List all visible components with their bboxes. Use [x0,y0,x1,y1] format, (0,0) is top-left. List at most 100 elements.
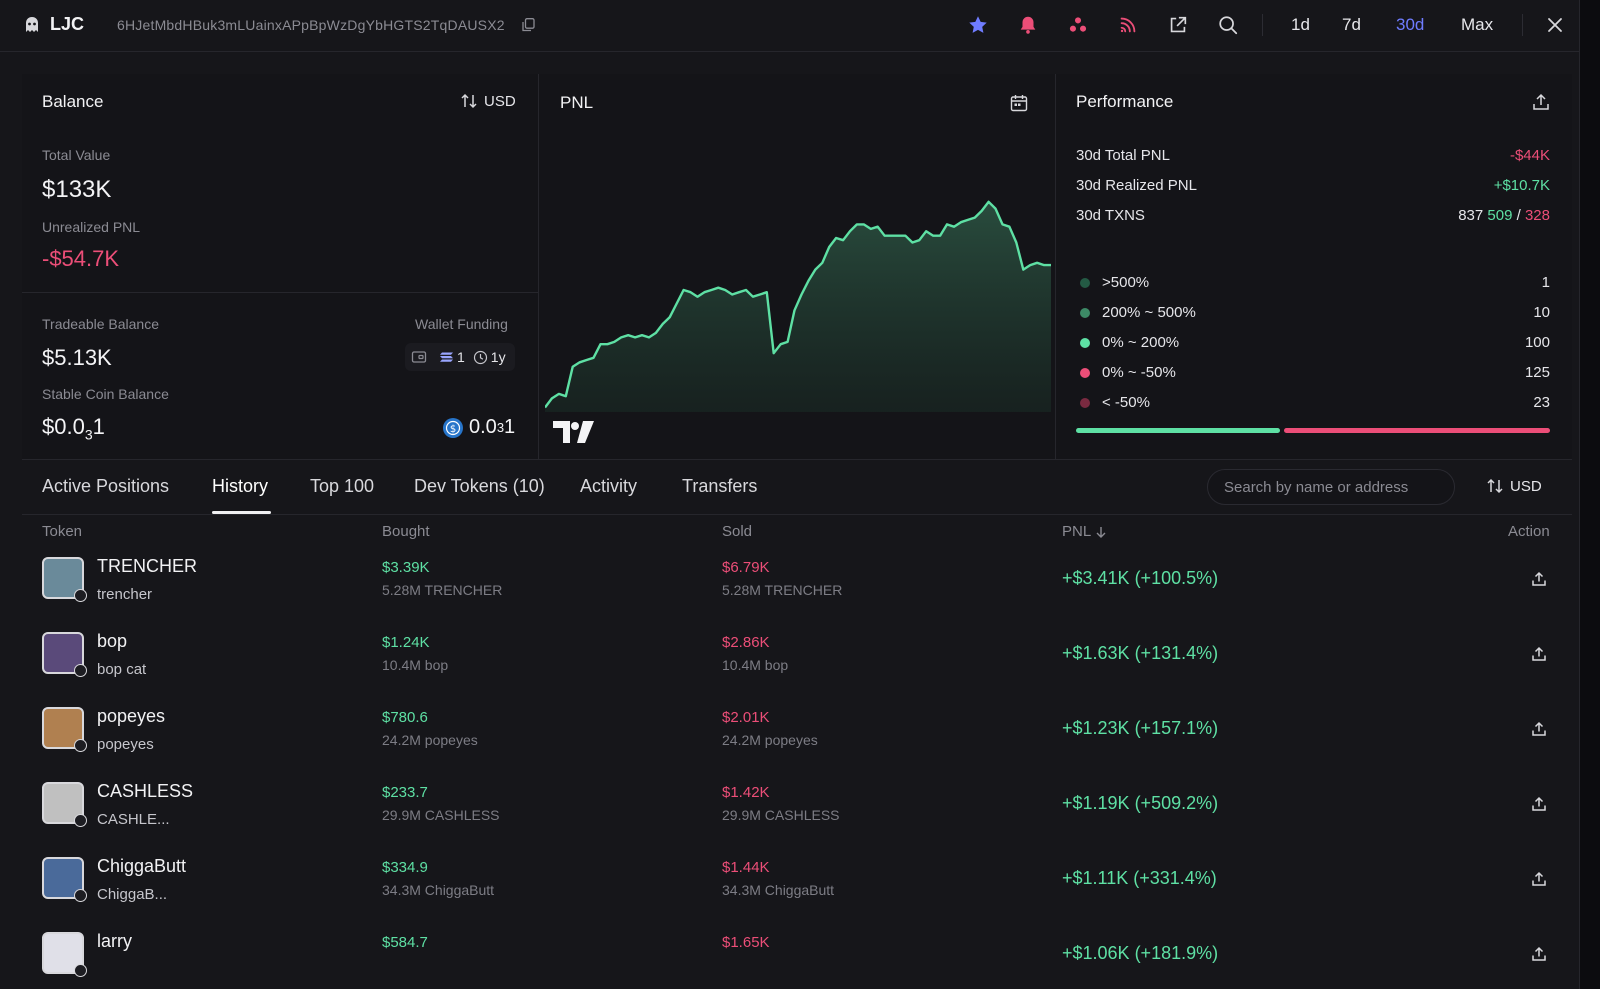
wallet-funding[interactable]: 1 1y [405,343,515,371]
divider [1262,14,1263,36]
bell-icon[interactable] [1017,14,1039,36]
divider [22,459,1572,460]
loss-bar [1283,428,1550,433]
range-1d[interactable]: 1d [1291,15,1310,34]
bought-usd: $3.39K [382,559,430,576]
pnl-bucket-row: < -50% 23 [1080,394,1550,411]
txns-sell: 328 [1524,207,1550,224]
token-symbol: bop [97,631,128,651]
usdc-tail: 1 [504,416,516,438]
sold-amount: 24.2M popeyes [722,732,818,748]
stable-main: $0.0 [42,414,85,439]
pnl-value: +$1.19K (+509.2%) [1062,793,1219,813]
token-badge-icon [74,889,87,902]
pnl-bucket-label-wrap: >500% [1080,274,1149,291]
token-symbol: TRENCHER [97,556,198,576]
token-symbol: larry [97,931,132,951]
rss-feed-icon[interactable] [1117,14,1139,36]
sold-usd: $2.86K [722,634,770,651]
table-row[interactable]: ChiggaButt ChiggaB... $334.9 34.3M ChiggaBu… [22,841,1572,915]
share-icon[interactable] [1531,796,1547,812]
divider [538,74,539,459]
token-symbol: CASHLESS [97,781,194,801]
bucket-dot [1080,337,1090,348]
pnl-line [545,200,1051,409]
token-image [42,857,84,899]
share-icon[interactable] [1531,646,1547,662]
table-row[interactable]: bop bop cat $1.24K 10.4M bop $2.86K 10.4M bop… [22,616,1572,690]
bucket-dot [1080,277,1090,288]
bought-amount: 24.2M popeyes [382,732,478,748]
group-icon[interactable] [1067,14,1089,36]
share-icon[interactable] [1531,721,1547,737]
stable-sub: 3 [84,426,93,443]
bucket-label: 200% ~ 500% [1102,304,1196,321]
bought-usd: $780.6 [382,709,428,726]
divider [22,292,538,293]
sold-amount: 10.4M bop [722,657,789,673]
tab-history[interactable]: History [212,476,269,496]
col-token: Token [42,523,83,540]
pnl-bucket-row: 200% ~ 500% 10 [1080,304,1550,321]
token-name: CASHLE... [97,811,170,828]
pnl-bucket-row: 0% ~ -50% 125 [1080,364,1550,381]
txns-buy: 509 [1487,207,1513,224]
close-icon[interactable] [1546,16,1564,34]
tradeable-value: $5.13K [42,345,112,370]
pnl-area [545,201,1051,412]
token-symbol: ChiggaButt [97,856,187,876]
tab-activity[interactable]: Activity [580,476,638,496]
table-currency-toggle[interactable]: USD [1486,477,1542,495]
perf-realized-value: +$10.7K [1493,177,1550,194]
bucket-dot [1080,397,1090,408]
bought-usd: $233.7 [382,784,428,801]
share-icon[interactable] [1531,946,1547,962]
bucket-count: 1 [1541,274,1550,291]
star-icon[interactable] [967,14,989,36]
col-pnl[interactable]: PNL [1062,523,1107,540]
bucket-count: 125 [1524,364,1550,381]
external-link-icon[interactable] [1167,14,1189,36]
search-input[interactable]: Search by name or address [1207,469,1455,505]
perf-total-value: -$44K [1509,147,1550,164]
calendar-icon[interactable] [1010,94,1028,112]
range-max[interactable]: Max [1461,15,1494,34]
search-icon[interactable] [1217,14,1239,36]
token-name: popeyes [97,736,154,753]
sold-usd: $6.79K [722,559,770,576]
token-badge-icon [74,664,87,677]
table-row[interactable]: popeyes popeyes $780.6 24.2M popeyes $2.01K 2… [22,691,1572,765]
swap-icon [1487,478,1503,494]
currency-toggle[interactable]: USD [460,92,516,110]
range-7d[interactable]: 7d [1342,15,1361,34]
pnl-bucket-row: >500% 1 [1080,274,1550,291]
pnl-bucket-label-wrap: < -50% [1080,394,1150,411]
tab-dev-tokens[interactable]: Dev Tokens (10) [414,476,545,496]
table-row[interactable]: CASHLESS CASHLE... $233.7 29.9M CASHLESS $1.… [22,766,1572,840]
token-image [42,782,84,824]
stable-tail: 1 [92,414,105,439]
bucket-label: 0% ~ 200% [1102,334,1180,351]
perf-txns-label: 30d TXNS [1076,207,1145,224]
token-symbol: popeyes [97,706,166,726]
tab-active-positions[interactable]: Active Positions [42,476,170,496]
tab-transfers[interactable]: Transfers [682,476,758,496]
share-icon[interactable] [1532,93,1550,111]
table-row[interactable]: TRENCHER trencher $3.39K 5.28M TRENCHER $6.7… [22,541,1572,615]
copy-icon[interactable] [522,18,535,32]
share-icon[interactable] [1531,871,1547,887]
bought-amount: 10.4M bop [382,657,449,673]
share-icon[interactable] [1531,571,1547,587]
tab-top-100[interactable]: Top 100 [310,476,375,496]
wallet-funding-label: Wallet Funding [415,316,508,332]
funding-age: 1y [490,349,506,365]
stable-coin-label: Stable Coin Balance [42,386,169,402]
token-name: bop cat [97,661,147,678]
table-row[interactable]: larry $584.7 $1.65K +$1.06K (+181.9%) [22,916,1572,989]
bucket-count: 23 [1533,394,1550,411]
col-sold: Sold [722,523,753,540]
token-name: ChiggaB... [97,886,168,903]
range-30d[interactable]: 30d [1396,15,1425,34]
perf-realized-label: 30d Realized PNL [1076,177,1197,194]
